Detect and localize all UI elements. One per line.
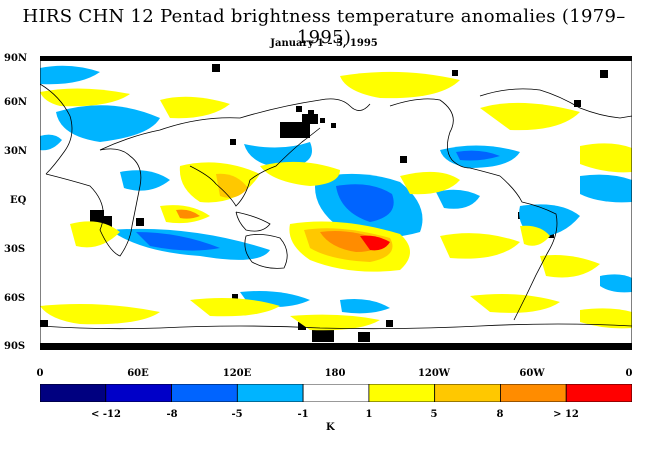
lon-label-60w: 60W (519, 368, 545, 379)
lat-label-eq: EQ (10, 195, 27, 206)
colorbar-unit: K (326, 422, 335, 433)
colorbar-swatch-3 (236, 384, 304, 402)
lon-label-120w: 120W (417, 368, 451, 379)
colorbar-label-1: -8 (166, 409, 178, 420)
colorbar-label-7: > 12 (553, 409, 579, 420)
map-subtitle: January 1 – 5, 1995 (270, 38, 378, 49)
colorbar-label-5: 5 (430, 409, 438, 420)
colorbar-label-2: -5 (231, 409, 243, 420)
coastlines (40, 83, 632, 330)
colorbar-swatch-0 (40, 384, 107, 402)
map-title: HIRS CHN 12 Pentad brightness temperatur… (22, 6, 626, 48)
colorbar-label-4: 1 (365, 409, 373, 420)
lon-label-180: 180 (324, 368, 346, 379)
lat-label-60s: 60S (4, 293, 26, 304)
colorbar-label-3: -1 (297, 409, 309, 420)
colorbar-swatch-7 (500, 384, 567, 402)
lat-label-90s: 90S (4, 341, 26, 352)
lat-label-30n: 30N (4, 146, 28, 157)
colorbar-swatch-6 (434, 384, 501, 402)
colorbar-swatch-2 (171, 384, 238, 402)
lat-label-60n: 60N (4, 97, 28, 108)
anomaly-map (40, 56, 632, 350)
lon-label-120e: 120E (222, 368, 252, 379)
lon-label-60e: 60E (127, 368, 149, 379)
colorbar-swatch-5 (368, 384, 436, 402)
colorbar (40, 384, 632, 402)
lat-label-90n: 90N (4, 53, 28, 64)
colorbar-swatch-8 (565, 384, 632, 402)
lat-label-30s: 30S (4, 244, 26, 255)
lon-label-0-east: 0 (625, 368, 633, 379)
colorbar-label-0: < -12 (91, 409, 121, 420)
colorbar-label-6: 8 (496, 409, 504, 420)
colorbar-swatch-1 (105, 384, 172, 402)
lon-label-0: 0 (36, 368, 44, 379)
colorbar-swatch-4 (302, 384, 370, 402)
